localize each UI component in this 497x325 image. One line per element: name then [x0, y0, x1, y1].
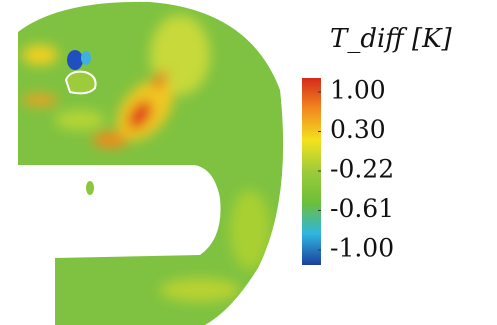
colorbar-tick-label: -1.00: [330, 234, 394, 263]
cold-spot: [67, 50, 83, 70]
colorbar-tick-label: -0.61: [330, 194, 394, 223]
colorbar-tick-label: -0.22: [330, 155, 394, 184]
obstacle-outline: [64, 70, 97, 95]
field: [18, 1, 284, 325]
field-features: [22, 15, 270, 302]
field-island: [86, 181, 94, 195]
colorbar-title: T_diff [K]: [330, 24, 453, 54]
colorbar: [302, 78, 321, 265]
colorbar-tick-label: 1.00: [330, 76, 386, 105]
colorbar-tick-label: 0.30: [330, 115, 386, 144]
cool-spot: [81, 51, 91, 65]
